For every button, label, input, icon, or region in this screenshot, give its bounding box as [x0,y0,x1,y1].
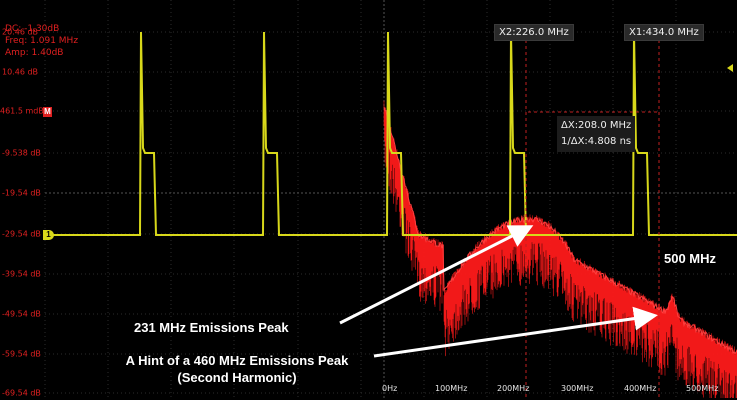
arrow-to-460mhz-peak [373,306,658,358]
fft-envelope [383,106,737,355]
inverse-delta-x-value: 1/ΔX:4.808 ns [561,136,632,147]
time-domain-trace [45,31,737,236]
dc-measurement: DC: -1.30dB [5,24,60,34]
cursor-x1-readout[interactable]: X1:434.0 MHz [624,24,704,41]
x-tick-label: 300MHz [561,384,594,393]
y-tick-label: 461.5 mdB [0,106,44,116]
x-tick-label: 400MHz [624,384,657,393]
trigger-level-marker[interactable] [727,64,733,72]
delta-x-value: ΔX:208.0 MHz [561,120,632,131]
x-tick-label: 100MHz [435,384,468,393]
y-tick-label: -9.538 dB [2,148,41,158]
cursor-x2-readout[interactable]: X2:226.0 MHz [494,24,574,41]
peak-460-line1: A Hint of a 460 MHz Emissions Peak [125,353,349,368]
y-tick-label: 10.46 dB [2,67,39,77]
x-tick-label: 200MHz [497,384,530,393]
peak-460-line2: (Second Harmonic) [177,370,297,385]
y-tick-label: -39.54 dB [2,269,41,279]
fft-spectrum-trace [383,100,737,398]
channel-1-marker[interactable]: 1 [43,230,54,240]
peak-460-annotation: A Hint of a 460 MHz Emissions Peak (Seco… [103,352,371,386]
y-tick-label: -59.54 dB [2,349,41,359]
x-tick-label: 500MHz [686,384,719,393]
500mhz-label: 500 MHz [664,251,717,266]
cursor-delta-readout: ΔX:208.0 MHz 1/ΔX:4.808 ns [557,116,636,152]
math-reference-marker[interactable]: M [43,107,52,117]
cursor-lines [525,40,660,400]
arrow-to-231mhz-peak [339,225,534,325]
y-tick-label: -29.54 dB [2,229,41,239]
amp-measurement: Amp: 1.40dB [5,48,64,58]
y-tick-label: 20.46 dB [2,27,39,37]
freq-measurement: Freq: 1.091 MHz [5,36,79,46]
y-tick-label: -19.54 dB [2,188,41,198]
y-tick-label: -69.54 dB [2,388,41,398]
x-tick-label: 0Hz [382,384,398,393]
peak-231-annotation: 231 MHz Emissions Peak [134,320,289,335]
y-tick-label: -49.54 dB [2,309,41,319]
annotation-arrows [339,225,658,358]
